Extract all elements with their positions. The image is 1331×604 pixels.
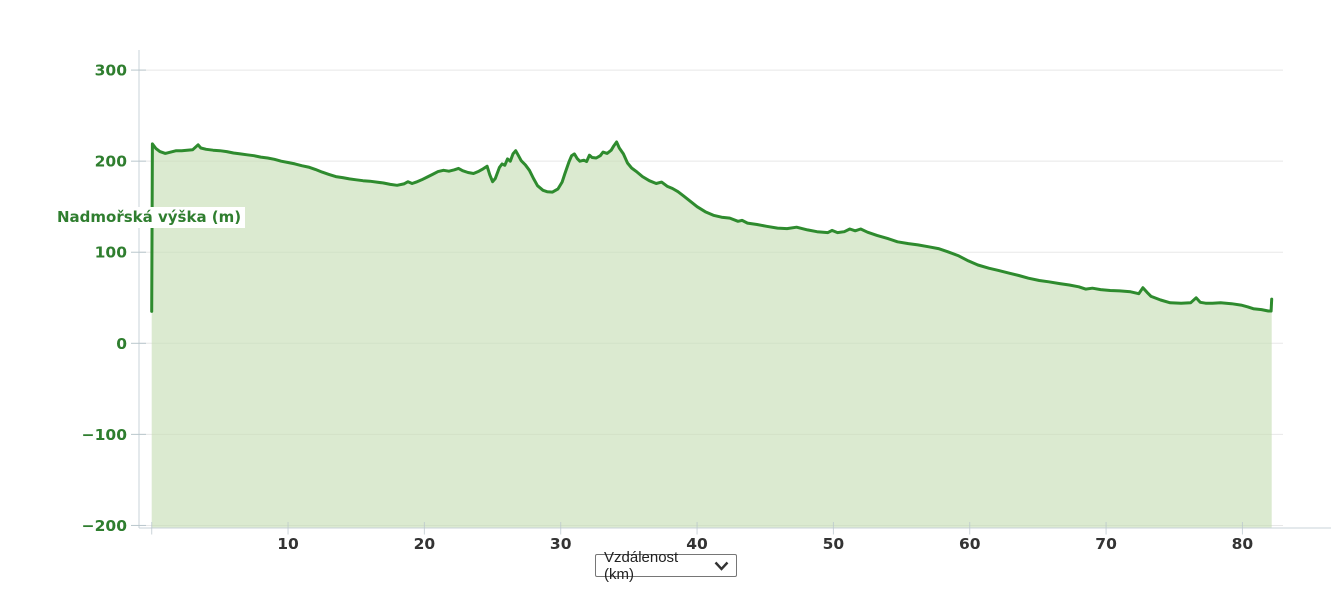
chevron-down-icon — [714, 561, 729, 571]
x-axis-unit-select[interactable]: Vzdálenost (km) — [595, 549, 737, 583]
x-tick-label: 50 — [823, 535, 845, 553]
x-tick-label: 40 — [686, 535, 708, 553]
x-tick-label: 70 — [1095, 535, 1117, 553]
x-axis-unit-select-value: Vzdálenost (km) — [604, 548, 679, 583]
x-tick-label: 20 — [414, 535, 436, 553]
y-tick-label: 200 — [95, 153, 128, 171]
y-tick-label: −100 — [82, 426, 128, 444]
y-axis-title: Nadmořská výška (m) — [55, 207, 246, 228]
y-tick-label: −200 — [82, 517, 128, 535]
x-tick-label: 80 — [1232, 535, 1254, 553]
y-tick-label: 300 — [95, 62, 128, 80]
area-fill — [151, 142, 1272, 528]
x-tick-label: 10 — [277, 535, 299, 553]
y-tick-label: 0 — [116, 335, 127, 353]
x-tick-label: 30 — [550, 535, 572, 553]
x-tick-label: 60 — [959, 535, 981, 553]
y-tick-label: 100 — [95, 244, 128, 262]
elevation-line — [150, 140, 1274, 313]
